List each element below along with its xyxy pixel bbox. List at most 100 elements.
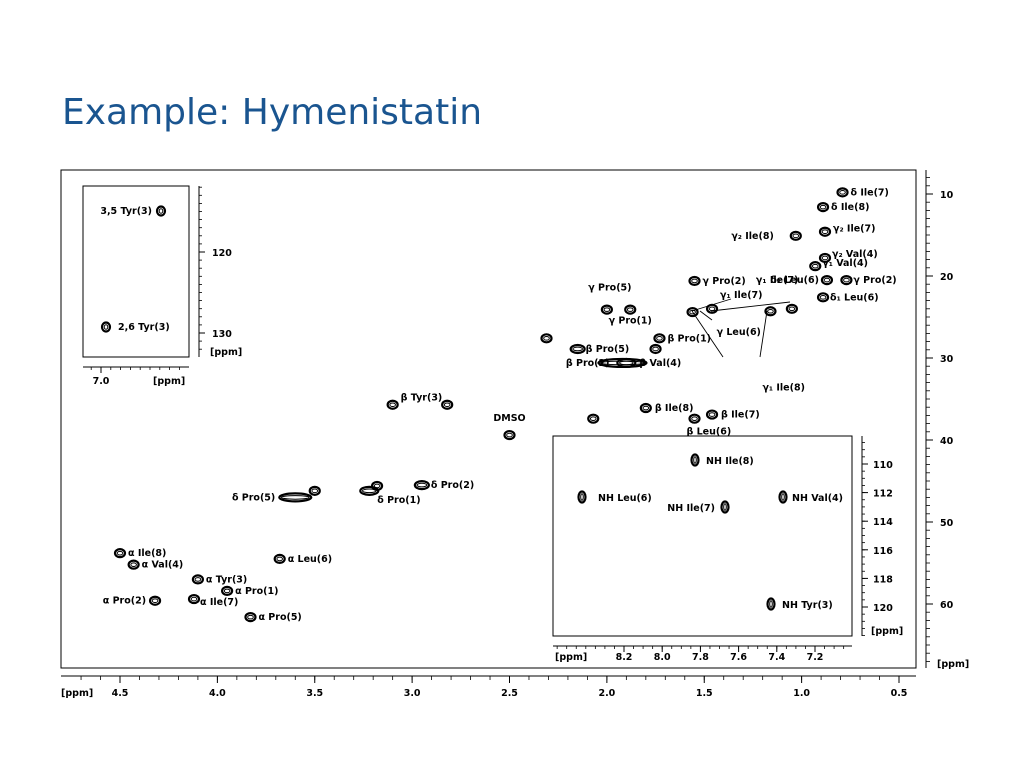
y-tick-label: 60 [940,600,954,611]
peak-contour [836,187,849,198]
inset-peak-contour-inner-contour [723,503,727,511]
peak-contour [587,413,600,424]
peak-label: γ₁ Ile(7) [756,275,798,286]
peak-contour [540,333,553,344]
peak-label: δ Ile(7) [851,187,889,198]
peak-contour-inner-contour [276,556,283,562]
peak-contour [187,593,201,605]
inset-x-unit: [ppm] [153,376,185,387]
peak-contour-inner-contour [116,550,124,556]
peak-label: δ Pro(1) [377,495,420,506]
inset-peak-label: 3,5 Tyr(3) [100,206,152,217]
leader-line [710,301,791,312]
inset-peak-contour-inner-contour [580,493,584,501]
x-tick-label: 4.0 [209,688,226,699]
peak-label: β Pro(2) [566,358,610,369]
inset-peak-contour [155,205,167,217]
inset-peak-contour [690,453,700,467]
inset-x-tick-label: 7.2 [807,652,824,663]
peaks-layer [100,187,853,623]
peak-label: β Pro(5) [586,344,630,355]
peak-contour-inner-contour [506,432,513,438]
inset-peak-contour [577,490,587,504]
peak-label: DMSO [493,413,525,424]
x-tick-label: 3.0 [404,688,421,699]
x-tick-label: 3.5 [306,688,323,699]
aromatic-inset-frame [82,185,190,358]
peak-label: γ₁ Ile(7) [720,290,762,301]
peak-contour [818,252,832,264]
peak-contour-inner-contour [280,495,310,500]
peak-contour [688,275,701,287]
peak-label: α Tyr(3) [206,574,247,585]
leader-line [699,310,713,321]
peak-contour-inner-contour [543,336,550,341]
peak-contour [113,548,127,559]
peak-contour [600,304,613,315]
axes-layer: 4.5 4.0 3.5 3.0 2.5 2.0 1.5 1.0 0.5 [ppm] 10 20 30 40… [61,177,969,699]
peak-contour [359,485,380,496]
leader-line [691,298,732,312]
inset-x-tick-label: 8.0 [654,652,671,663]
inset-peak-label: 2,6 Tyr(3) [118,322,170,333]
peak-contour [569,343,586,355]
peak-contour [441,399,454,410]
inset-peak-contour-inner-contour [103,324,109,330]
inset-x-tick-label: 7.6 [730,652,747,663]
peak-contour-inner-contour [821,229,829,235]
leader-lines [691,298,791,358]
amide-inset-frame [552,435,853,637]
peak-label: δ Ile(8) [831,202,869,213]
inset-x-tick-label: 7.4 [768,652,785,663]
peak-contour-inner-contour [151,598,159,604]
peak-contour-inner-contour [361,488,377,494]
peak-contour [639,402,652,414]
peak-contour-inner-contour [626,307,634,312]
peak-label: α Ile(8) [128,548,166,559]
inset-peak-label: NH Tyr(3) [782,600,833,611]
peak-label: γ₂ Ile(7) [833,224,875,235]
inset-y-tick-label: 118 [873,574,893,585]
y-tick-label: 10 [940,190,954,201]
peak-label: γ Pro(5) [588,283,631,294]
inset-peak-contour [100,321,112,333]
y-tick-label: 50 [940,518,954,529]
peak-label: γ₁ Val(4) [822,258,868,269]
inset-peak-contour [766,597,776,611]
inset-peak-contour-inner-contour [158,208,164,214]
peak-contour-inner-contour [767,308,774,314]
peak-contour-inner-contour [443,402,451,408]
inset-peak-contour-inner-contour [693,456,697,464]
peak-contour [785,303,798,314]
peak-contour [820,275,834,286]
peak-label: α Pro(5) [258,612,301,623]
inset-y-unit: [ppm] [210,347,242,358]
peak-contour-inner-contour [130,562,137,567]
peak-label: α Val(4) [142,560,184,571]
peak-contour-inner-contour [194,577,202,582]
inset-peak-label: NH Leu(6) [598,493,652,504]
inset-x-tick-label: 8.2 [616,652,633,663]
peak-contour [686,306,699,318]
peak-label: β Ile(8) [655,403,694,414]
peak-contour-inner-contour [689,309,696,315]
y-tick-label: 30 [940,354,954,365]
peak-contour [191,574,204,585]
peak-label: δ₁ Leu(6) [830,292,879,303]
peak-contour [413,480,430,491]
inset-peak-label: NH Val(4) [792,493,843,504]
peak-contour-inner-contour [819,295,827,300]
peak-label: γ Pro(2) [853,275,896,286]
peak-contour [705,409,719,420]
peak-contour [127,559,140,570]
x-tick-label: 0.5 [891,688,908,699]
peak-contour-inner-contour [843,277,850,283]
peak-contour-inner-contour [821,255,829,261]
peak-contour-inner-contour [589,416,597,421]
peak-label: β Pro(1) [667,333,711,344]
peak-contour-inner-contour [190,596,198,602]
peak-contour [273,553,286,565]
peak-contour-inner-contour [247,614,254,620]
peak-contour-inner-contour [691,416,698,421]
